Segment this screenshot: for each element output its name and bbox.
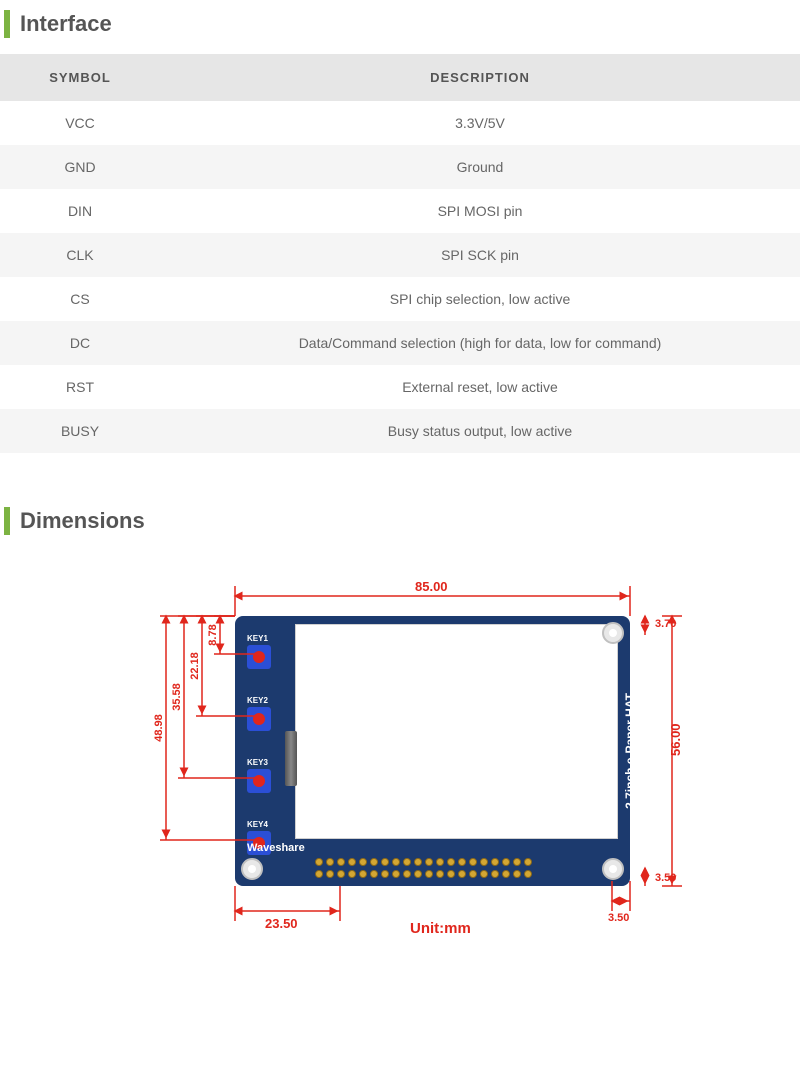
table-row: DINSPI MOSI pin xyxy=(0,189,800,233)
cell-description: Data/Command selection (high for data, l… xyxy=(160,321,800,365)
cell-symbol: RST xyxy=(0,365,160,409)
cell-description: External reset, low active xyxy=(160,365,800,409)
dim-left-offset: 23.50 xyxy=(265,916,298,931)
cell-description: Busy status output, low active xyxy=(160,409,800,453)
cell-symbol: CS xyxy=(0,277,160,321)
section-title: Dimensions xyxy=(20,508,145,534)
table-row: CLKSPI SCK pin xyxy=(0,233,800,277)
cell-symbol: BUSY xyxy=(0,409,160,453)
dim-key-y: 22.18 xyxy=(189,652,201,680)
accent-bar xyxy=(4,507,10,535)
interface-table: SYMBOL DESCRIPTION VCC3.3V/5VGNDGroundDI… xyxy=(0,54,800,453)
cell-symbol: GND xyxy=(0,145,160,189)
table-row: DCData/Command selection (high for data,… xyxy=(0,321,800,365)
column-header-description: DESCRIPTION xyxy=(160,54,800,101)
dim-key-y: 48.98 xyxy=(153,714,165,742)
cell-description: Ground xyxy=(160,145,800,189)
dim-height: 56.00 xyxy=(668,723,683,756)
dimensions-diagram: KEY1KEY2KEY3KEY4 Waveshare 2.7inch e-Pap… xyxy=(80,561,720,961)
section-header-interface: Interface xyxy=(0,0,800,54)
dim-corner-bx: 3.50 xyxy=(608,912,629,924)
cell-description: SPI MOSI pin xyxy=(160,189,800,233)
dim-unit-label: Unit:mm xyxy=(410,920,471,937)
table-row: VCC3.3V/5V xyxy=(0,101,800,145)
cell-description: SPI SCK pin xyxy=(160,233,800,277)
table-row: RSTExternal reset, low active xyxy=(0,365,800,409)
section-header-dimensions: Dimensions xyxy=(0,497,800,551)
section-title: Interface xyxy=(20,11,112,37)
cell-description: 3.3V/5V xyxy=(160,101,800,145)
cell-symbol: DC xyxy=(0,321,160,365)
accent-bar xyxy=(4,10,10,38)
dim-width: 85.00 xyxy=(415,579,448,594)
table-row: CSSPI chip selection, low active xyxy=(0,277,800,321)
dim-corner-top: 3.70 xyxy=(655,618,676,630)
cell-symbol: DIN xyxy=(0,189,160,233)
dim-key-y: 35.58 xyxy=(171,683,183,711)
dim-corner-by: 3.50 xyxy=(655,872,676,884)
table-row: BUSYBusy status output, low active xyxy=(0,409,800,453)
table-header-row: SYMBOL DESCRIPTION xyxy=(0,54,800,101)
dimension-overlay: 85.00 56.00 3.70 3.50 3.50 23.50 8.78 22.… xyxy=(80,561,720,961)
table-row: GNDGround xyxy=(0,145,800,189)
dim-key-y: 8.78 xyxy=(207,624,219,645)
cell-description: SPI chip selection, low active xyxy=(160,277,800,321)
column-header-symbol: SYMBOL xyxy=(0,54,160,101)
cell-symbol: CLK xyxy=(0,233,160,277)
cell-symbol: VCC xyxy=(0,101,160,145)
